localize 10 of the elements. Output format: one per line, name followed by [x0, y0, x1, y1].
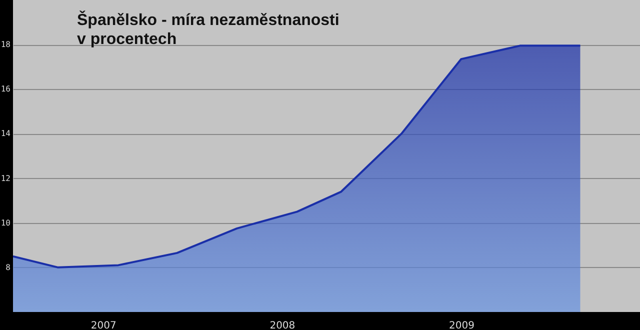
y-tick-label: 18: [0, 40, 11, 50]
x-tick-label: 2009: [448, 320, 474, 330]
x-tick-label: 2007: [90, 320, 116, 330]
y-tick-label: 14: [0, 129, 11, 138]
y-tick-label: 16: [0, 84, 11, 94]
text: Španělsko - míra nezaměstnanosti v procentech: [77, 10, 340, 48]
y-tick-label: 8: [6, 262, 11, 272]
y-tick-label: 12: [0, 174, 11, 183]
y-tick-label: 10: [0, 218, 11, 228]
x-tick-label: 2008: [270, 320, 296, 330]
